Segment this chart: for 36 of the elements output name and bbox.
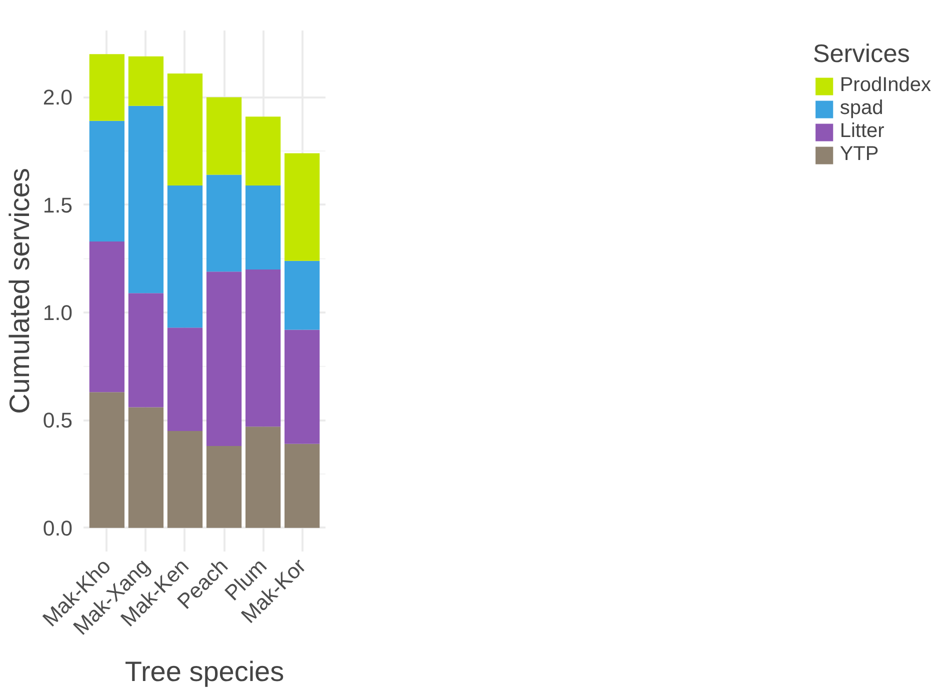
bar xyxy=(284,153,320,261)
bar xyxy=(284,330,320,444)
bar xyxy=(128,293,164,408)
bar xyxy=(284,444,320,528)
bar xyxy=(128,106,164,294)
bar xyxy=(128,56,164,106)
legend-label: Litter xyxy=(840,120,884,143)
bar xyxy=(89,54,124,121)
bar xyxy=(89,241,124,392)
legend-label: ProdIndex xyxy=(840,74,931,97)
bar xyxy=(89,120,124,242)
y-tick-label: 2.0 xyxy=(42,86,73,110)
legend-label: YTP xyxy=(840,143,879,166)
legend-title: Services xyxy=(812,40,911,69)
bar xyxy=(167,430,203,528)
bar xyxy=(206,272,242,446)
bar xyxy=(245,269,281,427)
y-tick-label: 0.5 xyxy=(42,408,73,433)
bar xyxy=(128,407,164,528)
y-tick-label: 0.0 xyxy=(42,516,73,540)
bar xyxy=(245,116,281,186)
bar xyxy=(206,97,242,175)
bar xyxy=(245,186,281,270)
bar xyxy=(206,446,242,528)
legend-label: spad xyxy=(840,97,884,120)
y-tick-label: 1.5 xyxy=(42,193,73,218)
bar xyxy=(245,426,281,528)
bar xyxy=(167,328,203,431)
x-axis-title: Tree species xyxy=(124,656,284,688)
y-tick-label: 1.0 xyxy=(42,301,73,326)
bar xyxy=(89,392,124,528)
bar xyxy=(206,174,242,272)
y-axis-title: Cumulated services xyxy=(4,168,35,414)
bar xyxy=(167,186,203,328)
bar xyxy=(167,74,203,186)
bar xyxy=(284,260,320,330)
